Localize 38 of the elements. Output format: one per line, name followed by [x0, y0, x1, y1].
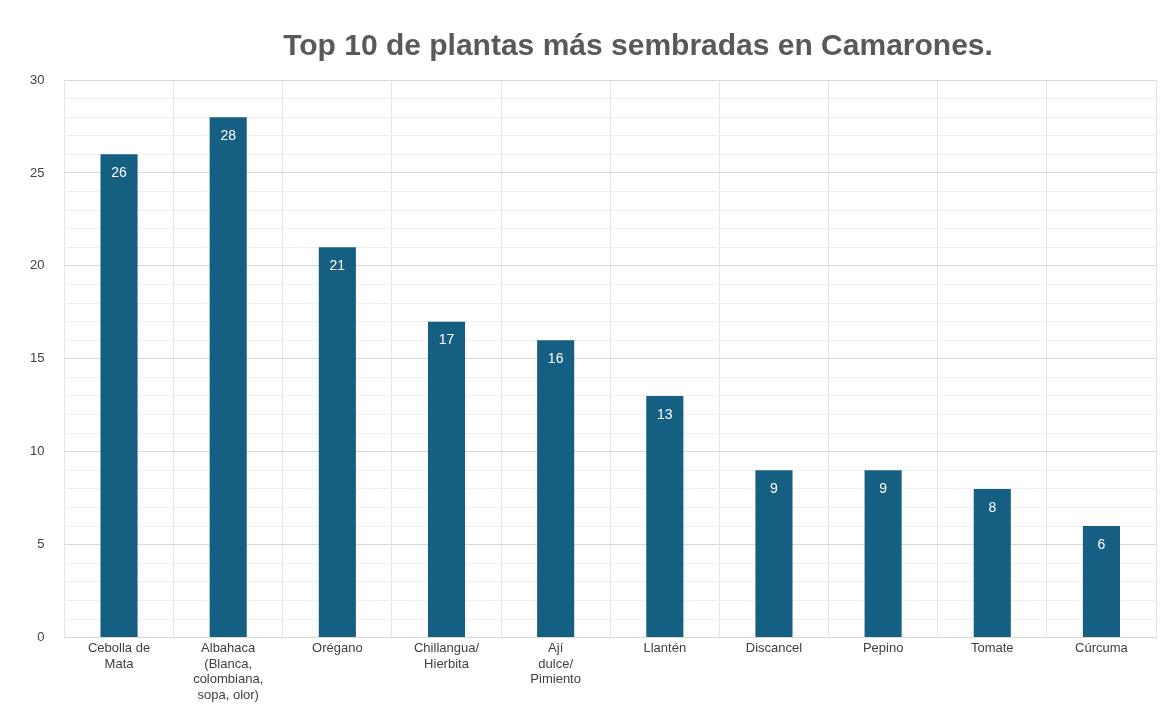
data-label: 9	[770, 480, 779, 497]
bar	[318, 247, 356, 638]
y-tick-label: 0	[37, 629, 45, 645]
bar	[427, 321, 466, 638]
data-label: 26	[111, 164, 128, 181]
y-tick-label: 20	[29, 257, 45, 273]
bar	[100, 154, 138, 638]
y-tick-label: 15	[29, 350, 45, 366]
bar	[973, 488, 1011, 638]
data-label: 13	[657, 405, 673, 422]
x-tick-label: Orégano	[312, 639, 363, 655]
bar	[755, 470, 793, 638]
bar	[1082, 526, 1120, 638]
x-tick-label: Tomate	[970, 639, 1014, 655]
data-label: 6	[1097, 535, 1106, 552]
bar	[537, 340, 575, 638]
x-tick-label: Pepino	[862, 639, 904, 655]
y-tick-label: 5	[37, 536, 45, 552]
y-tick-label: 25	[29, 164, 45, 180]
bar	[864, 470, 902, 638]
chart-title: Top 10 de plantas más sembradas en Camarones.	[282, 28, 994, 62]
x-tick-label: Llantén	[643, 639, 687, 655]
data-label: 16	[547, 350, 564, 367]
bar	[209, 117, 247, 638]
x-tick-label: Chillangua/Hierbita	[413, 639, 480, 671]
data-label: 21	[329, 257, 346, 274]
x-tick-label: Cebolla de Mata	[87, 639, 151, 671]
bar	[646, 395, 684, 638]
data-label: 9	[879, 480, 888, 497]
data-label: 8	[988, 498, 997, 515]
x-tick-label: Cúrcuma	[1075, 639, 1129, 655]
data-label: 28	[220, 127, 237, 144]
x-tick-label: Ají dulce/Pimiento	[530, 639, 581, 687]
y-tick-label: 10	[29, 443, 45, 459]
x-tick-label: Discancel	[745, 639, 803, 655]
y-tick-label: 30	[29, 71, 45, 87]
data-label: 17	[438, 331, 455, 348]
x-tick-label: Albahaca (Blanca, colombiana, sopa, olor)	[193, 639, 264, 702]
